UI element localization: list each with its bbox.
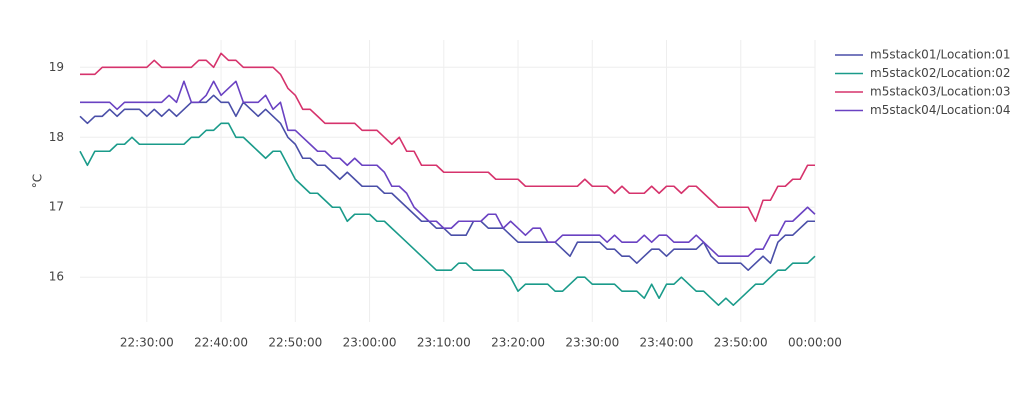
y-tick-label: 19 xyxy=(49,60,64,74)
legend-label: m5stack02/Location:02 xyxy=(870,66,1011,80)
x-tick-label: 22:50:00 xyxy=(268,336,322,350)
y-tick-label: 17 xyxy=(49,200,64,214)
legend-item: m5stack01/Location:01 xyxy=(835,48,1011,62)
x-tick-label: 23:30:00 xyxy=(565,336,619,350)
legend-item: m5stack04/Location:04 xyxy=(835,103,1011,117)
series-line xyxy=(79,94,815,272)
series-line xyxy=(80,52,815,223)
x-tick-label: 22:30:00 xyxy=(120,336,174,350)
legend-label: m5stack04/Location:04 xyxy=(870,103,1011,117)
y-axis-label: °C xyxy=(31,174,45,188)
x-tick-label: 22:40:00 xyxy=(194,336,248,350)
x-tick-label: 23:00:00 xyxy=(343,336,397,350)
legend-label: m5stack03/Location:03 xyxy=(870,85,1011,99)
legend-label: m5stack01/Location:01 xyxy=(870,48,1011,62)
series-line xyxy=(80,80,816,258)
legend-item: m5stack02/Location:02 xyxy=(835,66,1011,80)
x-tick-label: 23:20:00 xyxy=(491,336,545,350)
x-tick-label: 23:50:00 xyxy=(714,336,768,350)
legend-item: m5stack03/Location:03 xyxy=(835,85,1011,99)
x-tick-label: 23:40:00 xyxy=(640,336,694,350)
x-tick-label: 00:00:00 xyxy=(788,336,842,350)
x-tick-label: 23:10:00 xyxy=(417,336,471,350)
series-line xyxy=(79,122,816,307)
grid xyxy=(80,40,816,322)
y-tick-label: 18 xyxy=(49,130,64,144)
y-tick-label: 16 xyxy=(49,270,64,284)
